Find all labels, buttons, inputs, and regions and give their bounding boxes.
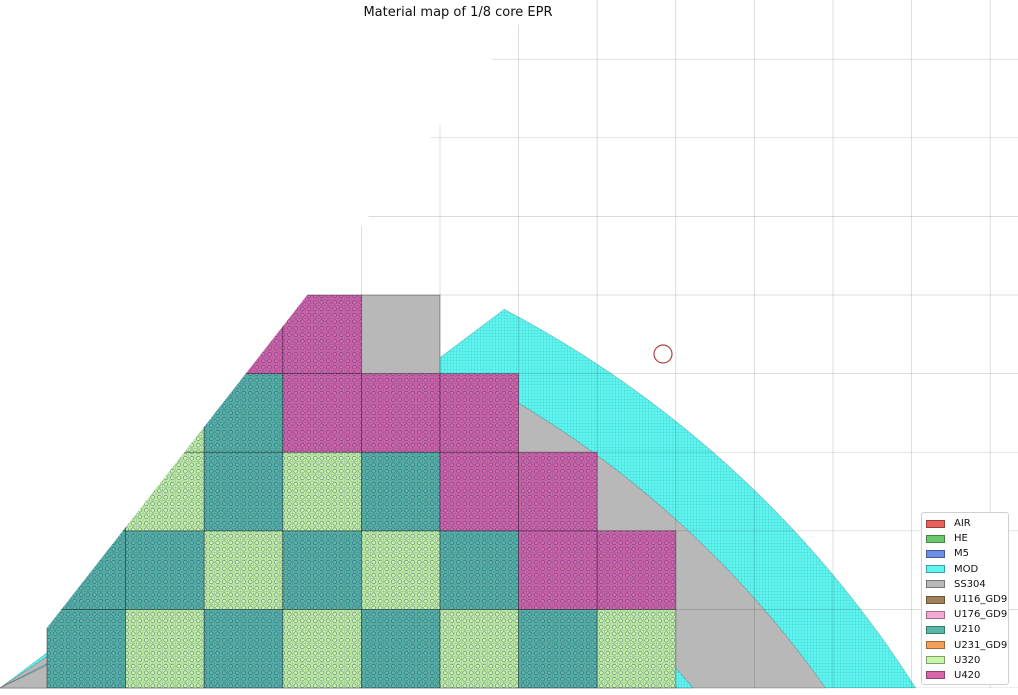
- legend-swatch: [926, 595, 945, 604]
- legend-swatch: [926, 671, 945, 680]
- legend-label: U116_GD9: [954, 594, 1008, 606]
- assembly-pins: [282, 452, 362, 531]
- assembly-pins: [47, 609, 126, 688]
- legend-item: U210: [926, 622, 1008, 637]
- legend-label: MOD: [954, 563, 979, 575]
- legend-item: MOD: [926, 562, 1008, 577]
- assembly-pins: [125, 609, 205, 688]
- assembly-pins: [204, 452, 283, 531]
- assembly-pins: [125, 295, 205, 374]
- legend-label: U320: [954, 654, 981, 666]
- chart-title: Material map of 1/8 core EPR: [363, 5, 553, 20]
- assembly-pins: [440, 609, 519, 688]
- assembly-u210: [46, 294, 126, 374]
- legend-swatch: [926, 549, 945, 558]
- assembly-ss304: [360, 294, 441, 374]
- assembly-pins: [518, 530, 598, 610]
- assembly-pins: [47, 530, 126, 610]
- assembly-pins: [204, 609, 283, 688]
- assembly-pins: [47, 452, 126, 531]
- assembly-ss304: [203, 215, 284, 296]
- legend-item: SS304: [926, 577, 1008, 592]
- assembly-pins: [440, 452, 519, 531]
- assembly-pins: [47, 373, 126, 453]
- assembly-pins: [282, 295, 362, 374]
- legend-item: AIR: [926, 516, 1008, 531]
- legend-item: U116_GD9: [926, 592, 1008, 607]
- legend-item: M5: [926, 546, 1008, 561]
- legend-item: U231_GD9: [926, 638, 1008, 653]
- assembly-pins: [282, 373, 362, 453]
- legend-label: SS304: [954, 578, 986, 590]
- assembly-pins: [125, 373, 205, 453]
- legend-label: U176_GD9: [954, 609, 1008, 621]
- assembly-pins: [361, 530, 440, 610]
- assembly-pins: [204, 530, 283, 610]
- legend: AIR HE M5 MOD SS304 U116_GD9 U176_GD9 U210 U231_…: [921, 512, 1009, 685]
- assembly-pins: [597, 530, 676, 610]
- legend-label: U231_GD9: [954, 639, 1008, 651]
- legend-label: U210: [954, 624, 981, 636]
- legend-swatch: [926, 610, 945, 619]
- legend-label: U420: [954, 669, 981, 681]
- assembly-pins: [518, 609, 598, 688]
- assembly-pins: [125, 216, 205, 295]
- assembly-u420: [125, 294, 205, 374]
- assembly-u320: [125, 373, 205, 453]
- legend-item: HE: [926, 531, 1008, 546]
- legend-swatch: [926, 534, 945, 543]
- legend-label: AIR: [954, 518, 971, 530]
- legend-swatch: [926, 565, 945, 574]
- assembly-u210: [46, 373, 126, 453]
- legend-swatch: [926, 580, 945, 589]
- assembly-pins: [204, 373, 283, 453]
- legend-swatch: [926, 641, 945, 650]
- assembly-pins: [204, 295, 283, 374]
- assembly-pins: [518, 452, 598, 531]
- legend-label: M5: [954, 548, 969, 560]
- legend-label: HE: [954, 533, 968, 545]
- assembly-u210: [46, 451, 126, 532]
- assembly-pins: [47, 216, 126, 295]
- assembly-pins: [282, 530, 362, 610]
- assembly-pins: [440, 373, 519, 453]
- assembly-pins: [440, 530, 519, 610]
- assembly-u420: [125, 215, 205, 296]
- highlight-circle: [653, 344, 673, 364]
- legend-swatch: [926, 519, 945, 528]
- assembly-pins: [361, 609, 440, 688]
- assembly-pins: [361, 452, 440, 531]
- legend-item: U176_GD9: [926, 607, 1008, 622]
- assembly-pins: [125, 530, 205, 610]
- legend-swatch: [926, 656, 945, 665]
- assembly-pins: [361, 373, 440, 453]
- legend-item: U320: [926, 653, 1008, 668]
- assembly-pins: [282, 609, 362, 688]
- assembly-pins: [47, 295, 126, 374]
- legend-item: U420: [926, 668, 1008, 683]
- assembly-u420: [46, 215, 126, 296]
- legend-swatch: [926, 625, 945, 634]
- assembly-pins: [125, 452, 205, 531]
- assembly-pins: [597, 609, 676, 688]
